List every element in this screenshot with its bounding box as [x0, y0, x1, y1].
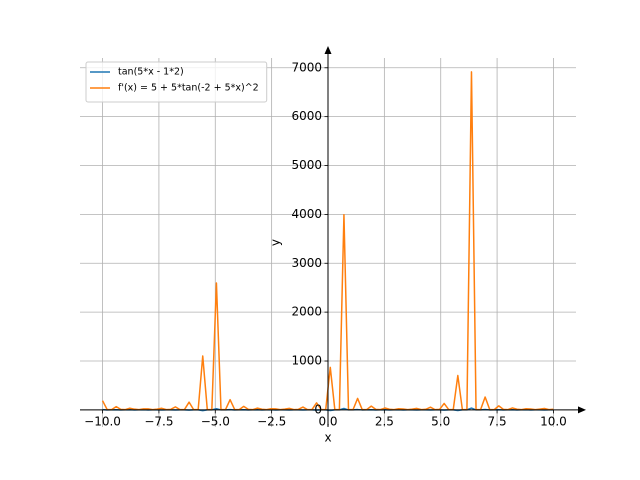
y-tick-label: 3000 — [291, 256, 322, 270]
x-tick-label: −7.5 — [144, 414, 173, 428]
y-tick-label: 5000 — [291, 158, 322, 172]
x-tick-label: 5.0 — [431, 414, 450, 428]
y-tick-label: 2000 — [291, 305, 322, 319]
y-axis-arrow — [324, 46, 332, 54]
legend-label: tan(5*x - 1*2) — [118, 67, 184, 78]
y-axis-label: y — [269, 239, 283, 246]
y-tick-label: 6000 — [291, 109, 322, 123]
legend-box — [85, 61, 268, 103]
x-axis-arrow — [578, 406, 586, 414]
x-axis-label: x — [324, 430, 331, 444]
x-tick-label: −2.5 — [257, 414, 286, 428]
legend-label: f'(x) = 5 + 5*tan(-2 + 5*x)^2 — [118, 83, 259, 94]
x-tick-label: −10.0 — [84, 414, 121, 428]
x-tick-label: 10.0 — [540, 414, 567, 428]
legend: tan(5*x - 1*2) f'(x) = 5 + 5*tan(-2 + 5*x… — [85, 61, 268, 103]
y-tick-label: 1000 — [291, 354, 322, 368]
y-tick-label: 7000 — [291, 60, 322, 74]
x-tick-label: 2.5 — [375, 414, 394, 428]
x-tick-label: −5.0 — [201, 414, 230, 428]
axes: −10.0−7.5−5.0−2.50.02.55.07.510.00100020… — [80, 46, 586, 444]
y-tick-label: 4000 — [291, 207, 322, 221]
x-tick-label: 7.5 — [488, 414, 507, 428]
